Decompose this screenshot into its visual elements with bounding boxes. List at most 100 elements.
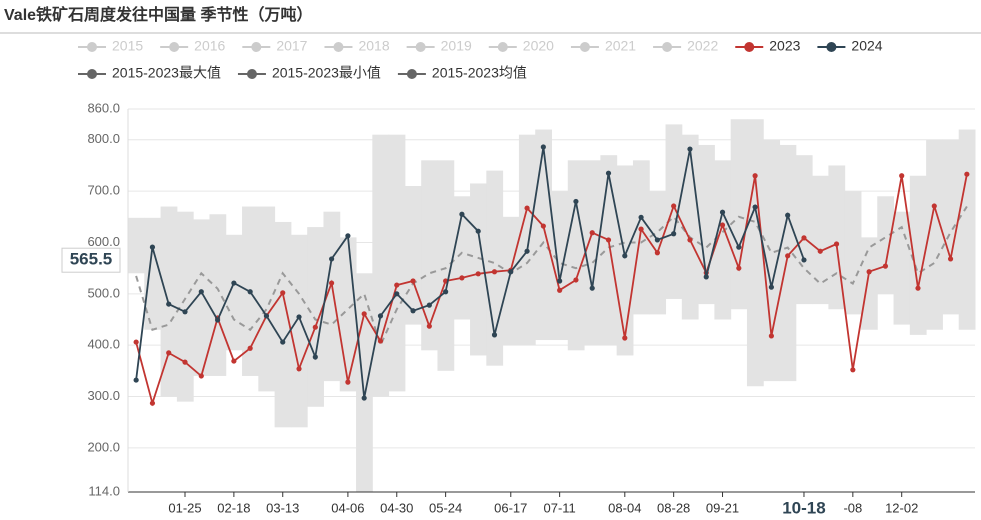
series-point [329, 256, 335, 262]
series-point [247, 289, 253, 295]
legend-label: 2024 [851, 38, 882, 54]
series-point [149, 244, 156, 250]
series-point [263, 313, 270, 319]
chart-title: Vale铁矿石周度发往中国量 季节性（万吨） [4, 5, 312, 24]
range-band [616, 165, 634, 356]
range-band [274, 221, 292, 428]
series-point [280, 290, 286, 296]
legend-label: 2019 [441, 38, 472, 54]
series-line [135, 146, 805, 399]
range-band [502, 216, 520, 346]
legend-label: 2015-2023最大值 [112, 65, 221, 81]
legend-label: 2021 [605, 38, 636, 54]
range-band [584, 160, 601, 346]
series-point [947, 256, 954, 262]
series-point [524, 205, 530, 211]
series-point [654, 250, 660, 256]
range-band [860, 237, 878, 330]
legend-label: 2020 [523, 38, 554, 54]
series-point [964, 171, 970, 177]
range-band [209, 214, 227, 376]
series-point [345, 233, 351, 239]
x-tick-label: 04-30 [380, 500, 413, 515]
y-tick-label: 800.0 [87, 131, 120, 146]
series-point [589, 285, 595, 291]
range-band [746, 119, 764, 387]
legend-marker [662, 42, 673, 52]
range-band [176, 211, 194, 402]
series-point [540, 223, 546, 229]
range-band [730, 119, 748, 310]
series-point [654, 237, 660, 243]
range-band [421, 160, 438, 351]
legend-label: 2017 [276, 38, 307, 54]
series-point [459, 211, 465, 217]
series-point [280, 339, 286, 345]
series-point [377, 313, 384, 319]
series-point [426, 323, 432, 329]
series-point [410, 278, 416, 284]
legend-marker [406, 69, 417, 79]
legend-marker [415, 42, 426, 52]
series-point [671, 231, 677, 237]
range-band [567, 160, 585, 351]
range-band [535, 129, 552, 341]
series-point [133, 377, 139, 383]
x-tick-label: 10-18 [782, 498, 825, 517]
range-band [453, 196, 471, 320]
range-band [437, 160, 455, 371]
y-tick-label: 700.0 [87, 183, 120, 198]
series-point [491, 332, 498, 338]
x-tick-label: 07-11 [543, 500, 575, 515]
x-tick-label: 06-17 [494, 500, 527, 515]
y-pointer: 565.5 [61, 247, 121, 273]
legend-marker [744, 42, 755, 52]
range-band [698, 144, 715, 305]
legend-marker [87, 42, 97, 52]
series-point [557, 278, 563, 284]
y-tick-label: 114.0 [88, 483, 120, 498]
legend-marker [246, 69, 257, 79]
series-point [752, 204, 758, 210]
series-point [573, 198, 579, 205]
range-band [812, 175, 829, 305]
series-point [329, 280, 335, 286]
range-band [356, 273, 373, 492]
range-band [893, 211, 911, 325]
series-point [752, 173, 758, 179]
series-point [149, 400, 156, 406]
series-point [703, 274, 709, 280]
series-point [671, 203, 677, 209]
series-point [931, 203, 937, 209]
legend-label: 2022 [687, 38, 718, 54]
series-point [508, 269, 514, 275]
y-tick-label: 600.0 [87, 234, 120, 249]
series-point [491, 269, 498, 275]
series-point [475, 228, 481, 234]
series-point [557, 287, 563, 293]
series-line [135, 174, 968, 407]
series-point [166, 350, 172, 356]
series-point [443, 289, 449, 295]
series-point [768, 333, 774, 339]
range-band [779, 144, 797, 382]
range-band [632, 160, 650, 315]
series-point [312, 324, 318, 330]
series-point [361, 395, 367, 401]
range-band [144, 217, 162, 330]
series-point [198, 373, 204, 379]
range-band [372, 134, 390, 397]
series-point [638, 226, 644, 232]
series-point [182, 309, 188, 315]
series-point [589, 230, 595, 236]
y-tick-label: 860.0 [87, 100, 120, 115]
y-tick-label: 300.0 [87, 388, 120, 403]
series-point [345, 379, 351, 385]
x-tick-label: 08-04 [608, 500, 641, 515]
series-point [817, 248, 823, 254]
series-point [768, 284, 774, 290]
x-tick-label: 04-06 [331, 500, 364, 515]
y-tick-label: 500.0 [87, 285, 120, 300]
y-tick-label: 200.0 [87, 439, 120, 454]
series-point [524, 248, 530, 254]
